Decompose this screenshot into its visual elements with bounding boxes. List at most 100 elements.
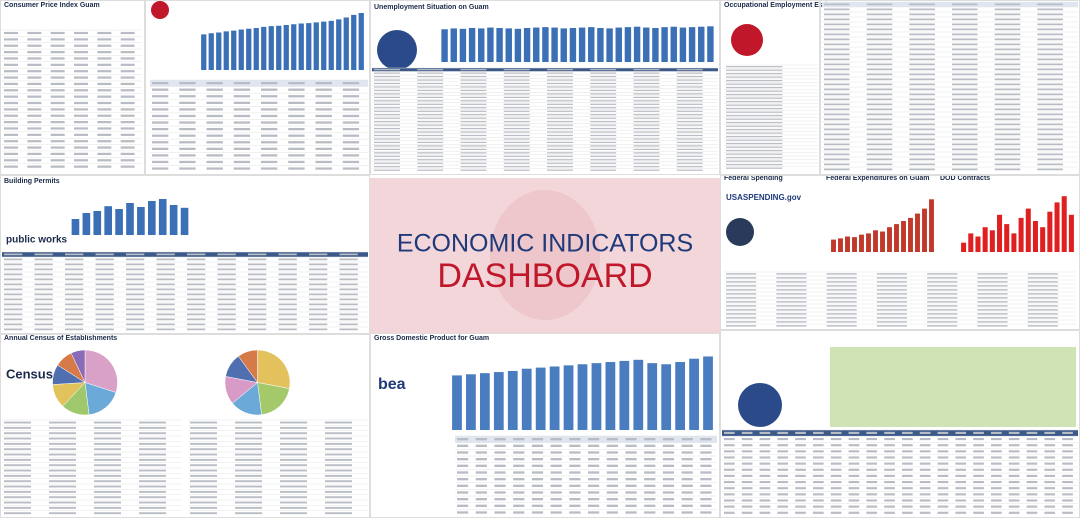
table-cell (325, 426, 352, 429)
table-cell (994, 58, 1021, 61)
table-cell (120, 127, 135, 130)
table-cell (902, 450, 913, 453)
table-cell (1037, 98, 1063, 101)
table-cell (937, 480, 949, 484)
table-cell (606, 458, 618, 461)
table-cell (49, 501, 76, 504)
table-cell (187, 323, 206, 326)
table-cell (4, 159, 18, 162)
table-cell (813, 505, 824, 508)
table-cell (4, 258, 23, 261)
table-cell (95, 303, 114, 306)
table-cell (1044, 499, 1056, 502)
table-cell (588, 498, 600, 501)
table-cell (280, 437, 307, 440)
table-cell (374, 72, 400, 74)
bar (313, 22, 319, 70)
table-cell (49, 458, 76, 461)
table-cell (1062, 499, 1073, 502)
table-cell (1026, 456, 1038, 459)
table-cell (919, 487, 931, 490)
table-cell (726, 108, 783, 110)
table-cell (206, 114, 223, 118)
table-cell (460, 86, 487, 88)
table-cell (235, 512, 262, 515)
bar (633, 26, 641, 62)
table-cell (777, 493, 789, 496)
table-cell (206, 95, 223, 98)
table-cell (374, 121, 400, 123)
table-cell (179, 127, 196, 131)
table-cell (417, 110, 444, 112)
table-cell (741, 487, 753, 490)
table-cell (919, 480, 931, 484)
table-cell (460, 159, 487, 161)
table-cell (187, 283, 206, 286)
table-cell (65, 308, 84, 311)
table-cell (952, 108, 978, 111)
table-cell (233, 134, 251, 137)
table-cell (4, 152, 18, 156)
table-cell (876, 273, 908, 275)
table-cell (909, 103, 935, 106)
table-cell (325, 458, 352, 461)
table-cell (417, 166, 444, 168)
table-cell (1008, 487, 1020, 490)
table-cell (547, 155, 573, 157)
table-cell (795, 437, 806, 441)
table-cell (952, 53, 978, 56)
bar (1018, 217, 1024, 252)
table-cell (34, 323, 53, 326)
table-cell (309, 263, 328, 266)
table-cell (927, 309, 958, 311)
table-cell (633, 141, 660, 144)
table-cell (179, 95, 196, 98)
table-cell (309, 288, 328, 291)
table-cell (156, 263, 175, 266)
bar (514, 28, 522, 62)
table-cell (152, 160, 169, 164)
table-cell (824, 28, 850, 31)
table-cell (991, 437, 1002, 441)
table-cell (34, 278, 53, 281)
table-cell (726, 309, 757, 311)
table-cell (726, 111, 783, 113)
table-cell (27, 95, 42, 98)
table-cell (1044, 493, 1056, 496)
table-cell (95, 253, 114, 256)
table-cell (759, 487, 771, 490)
table-cell (4, 89, 18, 92)
table-cell (937, 474, 949, 477)
table-cell (280, 442, 307, 445)
table-cell (590, 96, 617, 98)
table-cell (248, 313, 267, 316)
table-cell (503, 152, 530, 154)
table-cell (1037, 128, 1063, 131)
table-cell (475, 438, 487, 441)
table-cell (531, 471, 544, 474)
table-cell (676, 89, 703, 92)
table-cell (309, 323, 328, 326)
table-cell (676, 82, 703, 85)
table-cell (813, 456, 824, 459)
table-cell (374, 166, 400, 168)
table-cell (884, 456, 895, 459)
table-cell (49, 506, 76, 509)
pie-slice (238, 349, 258, 384)
table-cell (531, 504, 544, 507)
bar (880, 231, 885, 252)
table-cell (95, 318, 114, 321)
table-cell (952, 8, 978, 11)
table-cell (866, 505, 878, 508)
table-cell (233, 95, 251, 98)
table-cell (866, 487, 878, 490)
table-cell (65, 278, 84, 281)
table-cell (876, 313, 908, 315)
table-cell (547, 100, 573, 102)
table-cell (824, 3, 850, 6)
table-cell (374, 75, 400, 78)
table-cell (676, 75, 703, 78)
table-cell (460, 110, 487, 112)
table-cell (826, 317, 857, 319)
table-cell (1026, 468, 1038, 471)
